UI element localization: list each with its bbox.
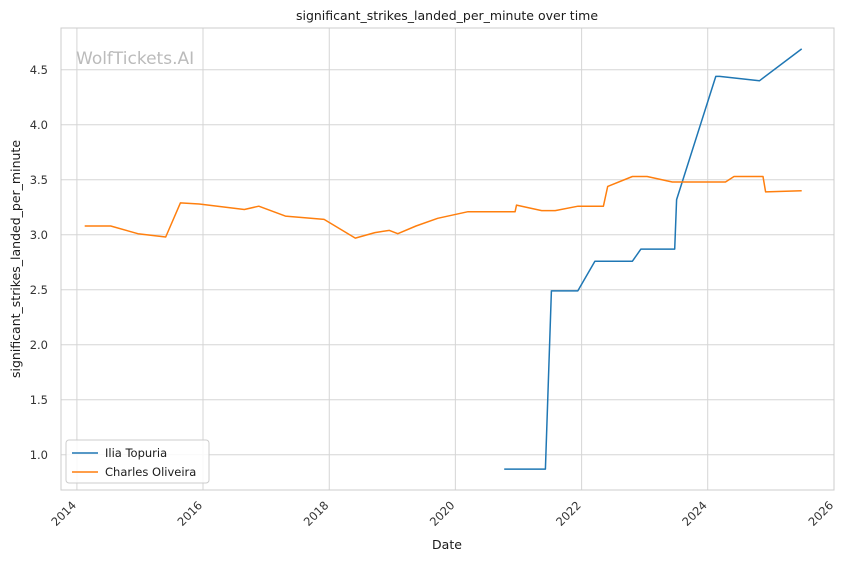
y-tick-labels: 1.0 1.5 2.0 2.5 3.0 3.5 4.0 4.5 bbox=[30, 63, 48, 462]
legend-label: Charles Oliveira bbox=[105, 465, 196, 479]
plot-frame bbox=[60, 27, 835, 491]
x-axis-label: Date bbox=[432, 537, 462, 552]
y-tick-label: 4.0 bbox=[30, 118, 48, 132]
chart-title: significant_strikes_landed_per_minute ov… bbox=[296, 8, 598, 23]
y-tick-label: 1.5 bbox=[30, 393, 48, 407]
legend-box bbox=[65, 439, 210, 484]
watermark: WolfTickets.AI bbox=[76, 49, 194, 69]
y-axis-label: significant_strikes_landed_per_minute bbox=[8, 140, 23, 378]
y-tick-label: 2.5 bbox=[30, 283, 48, 297]
series-line-1 bbox=[84, 175, 802, 239]
series-lines bbox=[84, 48, 803, 470]
series-line-0 bbox=[504, 48, 803, 470]
y-tick-label: 4.5 bbox=[30, 63, 48, 77]
y-tick-label: 3.5 bbox=[30, 173, 48, 187]
legend-label: Ilia Topuria bbox=[105, 446, 167, 460]
legend: Ilia Topuria Charles Oliveira bbox=[65, 439, 210, 484]
y-tick-label: 2.0 bbox=[30, 338, 48, 352]
y-tick-label: 1.0 bbox=[30, 448, 48, 462]
y-tick-label: 3.0 bbox=[30, 228, 48, 242]
